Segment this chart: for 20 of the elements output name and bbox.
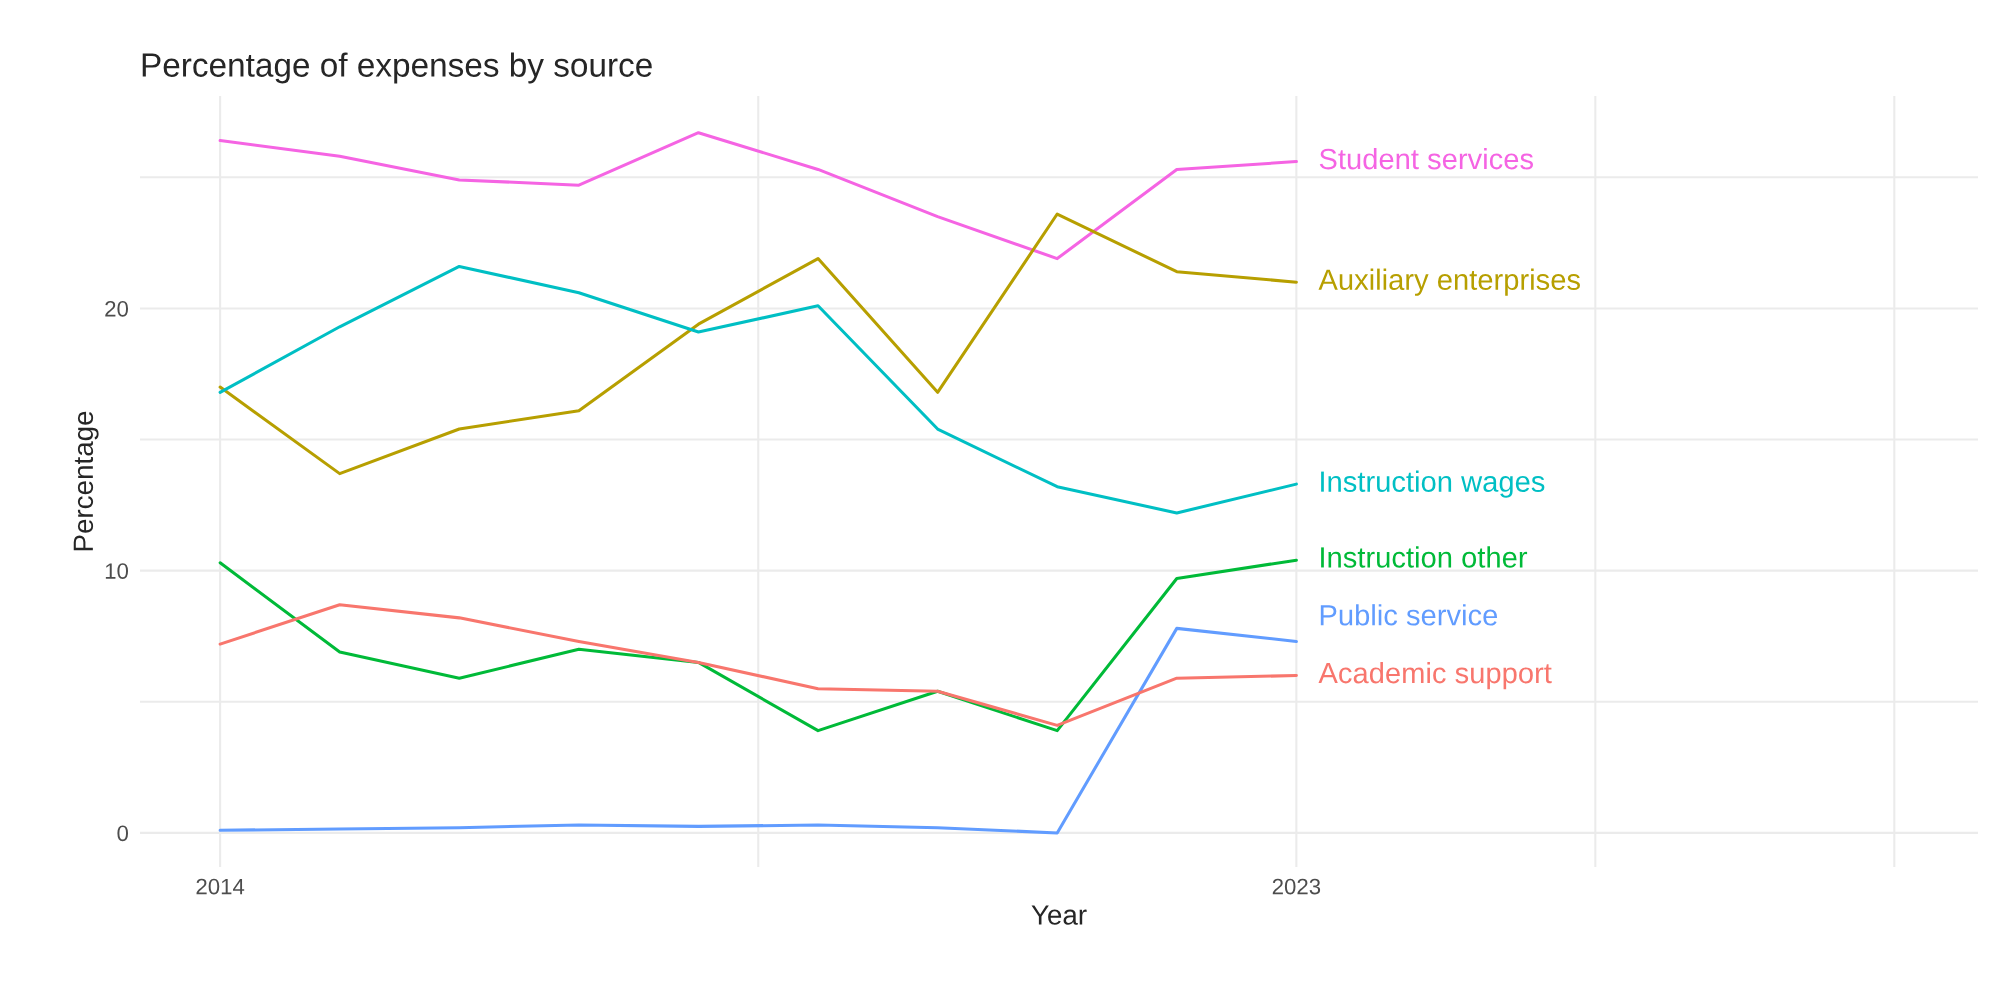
series-label: Instruction wages	[1321, 470, 1545, 498]
series-label: Auxiliary enterprises	[1318, 268, 1580, 296]
line-series	[218, 626, 1298, 835]
y-tick-label: 20	[105, 300, 129, 317]
line-series	[218, 131, 1298, 261]
x-axis-title: Year	[1031, 905, 1087, 925]
chart-title: Percentage of expenses by source	[142, 52, 652, 84]
x-tick-label: 2014	[196, 878, 245, 895]
line-series	[218, 212, 1298, 476]
series-label: Instruction other	[1321, 546, 1528, 568]
series-label: Public service	[1320, 604, 1498, 626]
line-series	[218, 558, 1298, 733]
y-tick-label: 0	[117, 825, 129, 842]
series-label: Academic support	[1318, 661, 1552, 690]
y-axis-title: Percentage	[73, 411, 99, 551]
line-series	[218, 603, 1298, 727]
series-label: Student services	[1319, 147, 1533, 170]
y-tick-label: 10	[105, 563, 129, 579]
x-tick-label: 2023	[1272, 878, 1321, 895]
line-series	[218, 264, 1298, 515]
